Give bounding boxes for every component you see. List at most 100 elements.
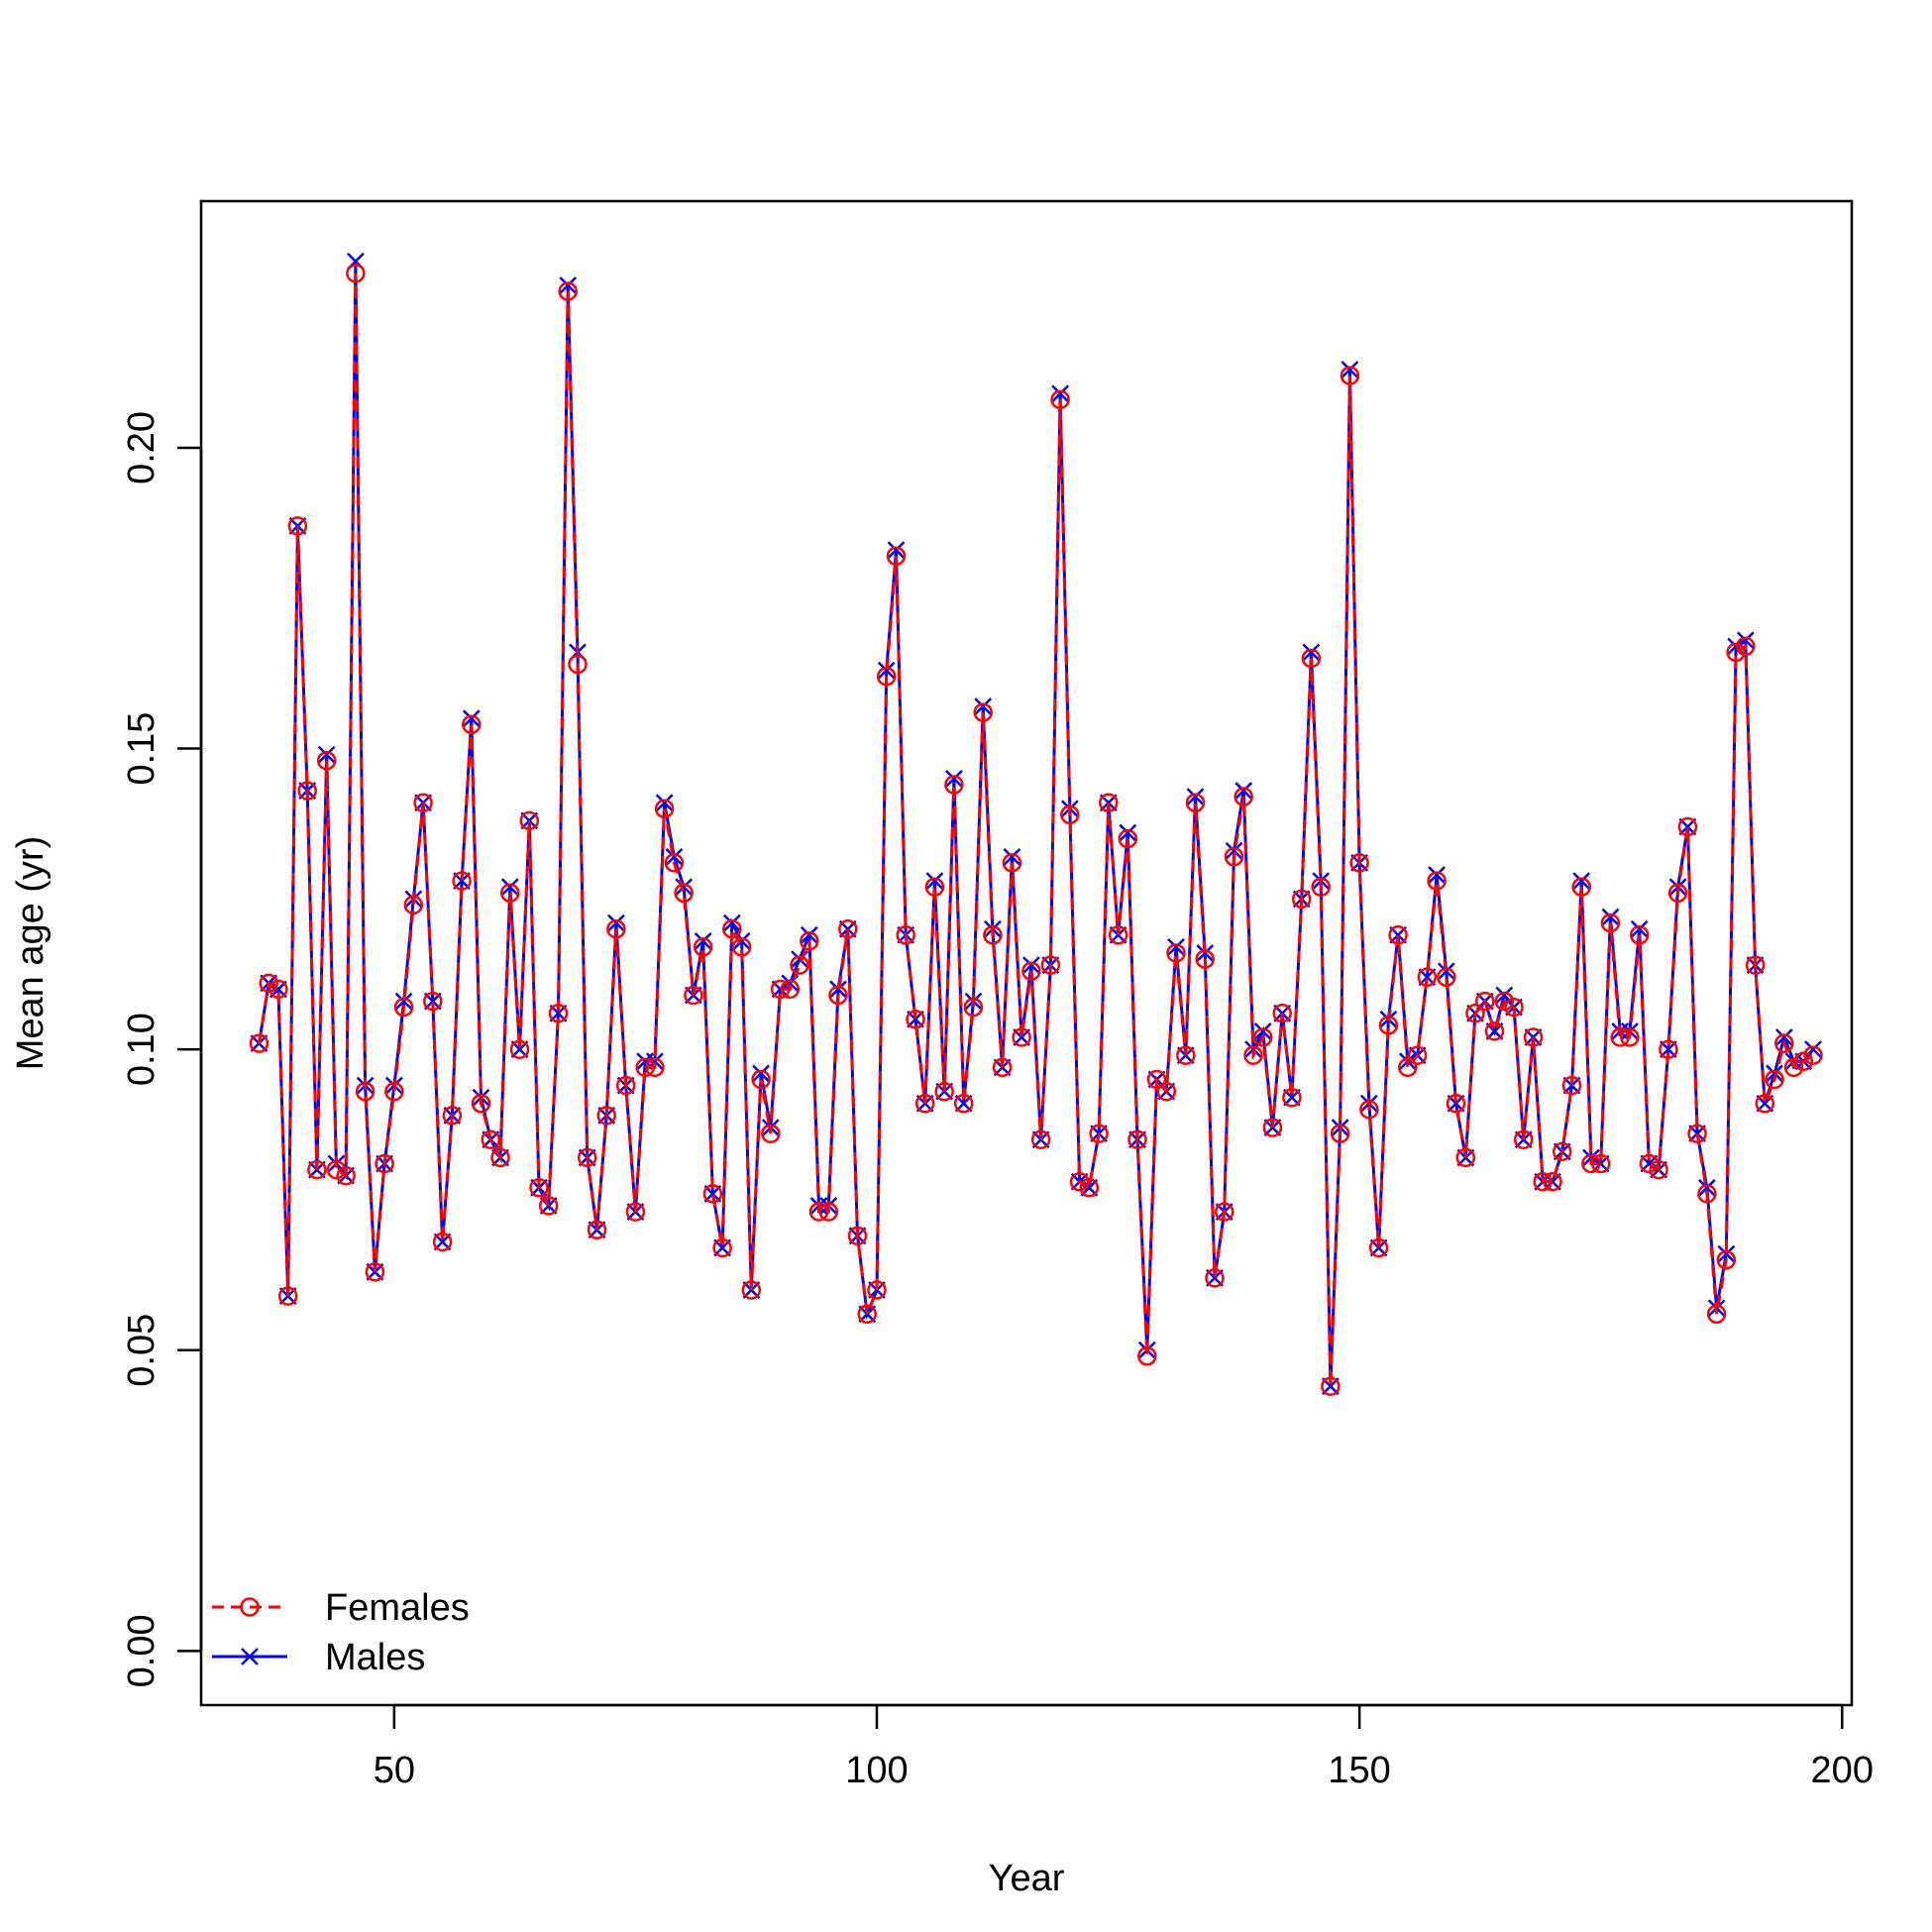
data-point-females [790,955,809,975]
data-point-males [1021,956,1040,975]
data-point-females [963,997,984,1018]
y-axis: 0.00 0.05 0.10 0.15 0.20 [121,411,203,1687]
legend-label-females: Females [325,1587,470,1629]
data-point-females [277,1286,298,1306]
y-tick-label: 0.20 [121,411,162,484]
data-point-females [606,918,626,939]
data-point-females [1089,1124,1109,1143]
data-point-females [847,1226,868,1246]
data-point-females [1504,997,1524,1018]
data-point-females [462,714,482,735]
data-point-females [393,997,414,1018]
data-point-males [607,913,625,932]
data-point-females [355,1081,376,1102]
data-point-females [1195,949,1215,969]
data-point-females [558,281,578,301]
data-point-females [1205,1268,1225,1288]
data-point-males [1167,938,1185,956]
data-point-males [877,661,896,680]
data-point-males [1196,944,1215,962]
data-point-females [1243,1045,1263,1065]
data-point-females [838,918,858,939]
legend-item-males: Males [212,1637,425,1678]
data-point-females [432,1232,453,1252]
data-point-females [1484,1021,1505,1041]
data-point-females [896,925,915,945]
data-point-females [1282,1087,1302,1108]
data-point-females [1659,1039,1678,1059]
data-point-females [596,1106,616,1126]
data-point-females [587,1220,607,1240]
data-point-females [1793,1051,1814,1072]
data-point-females [1069,1171,1090,1192]
data-point-females [1340,366,1360,385]
data-point-females [702,1184,723,1204]
data-point-males [974,698,993,715]
data-point-females [1561,1075,1582,1096]
data-point-females [1716,1249,1737,1270]
legend: Females Males [212,1587,470,1678]
data-point-females [828,985,848,1006]
legend-marker-females [240,1597,260,1617]
data-point-females [1455,1147,1476,1168]
data-point-females [538,1196,559,1216]
data-point-males [1428,866,1446,884]
data-point-females [375,1153,394,1174]
data-point-females [1610,1027,1630,1047]
data-point-females [1706,1304,1727,1325]
data-point-females [1398,1057,1418,1078]
y-tick-label: 0.15 [121,712,162,786]
data-point-males [887,541,906,560]
data-point-females [500,883,520,904]
data-point-females [924,877,945,897]
data-point-males [1437,962,1455,981]
data-point-females [1620,1027,1640,1047]
data-point-males [1003,847,1021,866]
data-point-females [1629,925,1650,945]
data-point-females [886,546,907,566]
data-point-females [761,1124,781,1143]
data-point-females [1726,642,1746,663]
data-point-females [1224,847,1244,867]
data-point-males [1331,1119,1349,1136]
data-point-females [1697,1184,1717,1204]
data-point-females [1118,828,1138,849]
data-point-females [509,1039,530,1059]
data-point-females [1330,1124,1350,1143]
data-point-females [1677,816,1698,837]
data-point-females [722,918,742,939]
data-point-females [615,1075,636,1096]
data-point-males [1119,823,1137,842]
data-point-females [519,810,540,831]
data-point-males [1225,841,1243,860]
data-point-females [249,1033,269,1053]
data-point-females [712,1237,732,1258]
data-point-females [1060,805,1080,825]
x-tick-label: 100 [845,1750,908,1791]
data-point-females [770,979,791,1000]
data-point-females [297,781,317,801]
data-point-females [1214,1202,1234,1222]
data-point-females [906,1010,925,1029]
data-point-females [1639,1153,1660,1174]
data-point-females [287,516,308,536]
data-point-females [336,1165,356,1186]
data-point-females [1581,1153,1601,1174]
data-point-females [259,973,278,994]
data-point-females [1437,967,1456,988]
x-axis: 50 100 150 200 [374,1703,1874,1791]
data-point-females [1765,1069,1784,1090]
y-axis-title: Mean age (yr) [10,836,52,1071]
data-point-females [1446,1094,1466,1114]
data-point-males [945,770,963,788]
data-point-females [674,883,694,904]
x-tick-label: 50 [374,1750,415,1791]
x-tick-label: 150 [1328,1750,1390,1791]
data-point-females [1388,925,1408,945]
data-point-females [635,1057,655,1078]
data-point-males [829,980,847,999]
data-point-females [1234,787,1253,806]
data-point-females [481,1129,501,1149]
data-point-females [471,1094,491,1114]
